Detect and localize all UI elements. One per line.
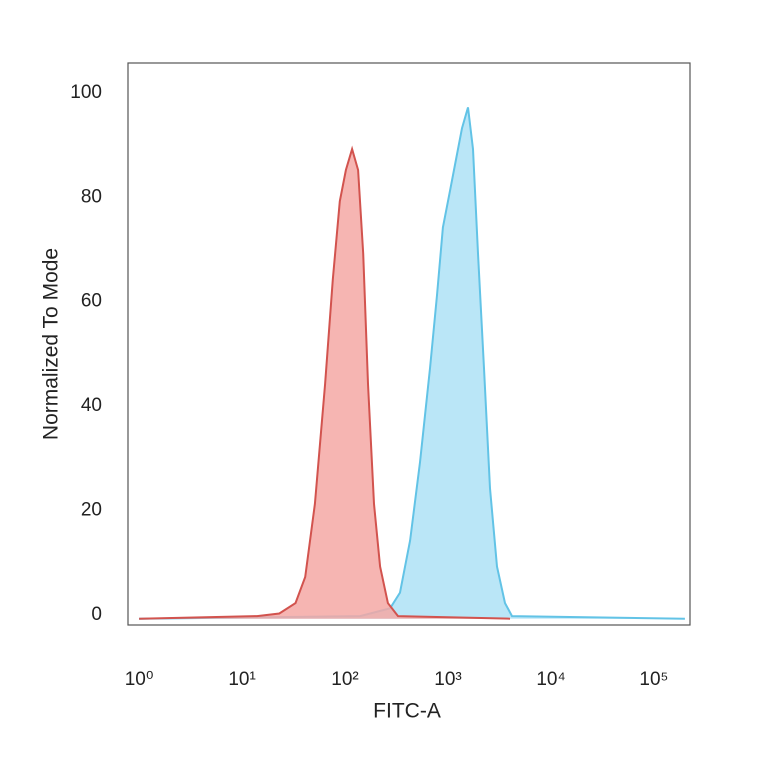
x-tick-label: 10⁵ bbox=[639, 669, 668, 690]
y-tick-label: 0 bbox=[91, 604, 102, 625]
y-tick-label: 100 bbox=[70, 82, 102, 103]
x-tick-label: 10⁴ bbox=[536, 669, 565, 690]
histogram-line bbox=[139, 107, 685, 620]
plot-frame bbox=[127, 62, 691, 626]
area-fill bbox=[139, 149, 510, 619]
x-tick-label: 10¹ bbox=[228, 669, 255, 690]
x-tick-label: 10⁰ bbox=[125, 669, 154, 690]
y-tick-label: 80 bbox=[81, 186, 102, 207]
histogram-line bbox=[139, 145, 511, 620]
x-tick-label: 10² bbox=[331, 669, 358, 690]
x-axis-label: FITC-A bbox=[373, 700, 441, 723]
y-tick-label: 40 bbox=[81, 395, 102, 416]
y-axis-label: Normalized To Mode bbox=[40, 248, 63, 440]
x-tick-label: 10³ bbox=[434, 669, 461, 690]
y-tick-label: 20 bbox=[81, 499, 102, 520]
y-tick-label: 60 bbox=[81, 291, 102, 312]
